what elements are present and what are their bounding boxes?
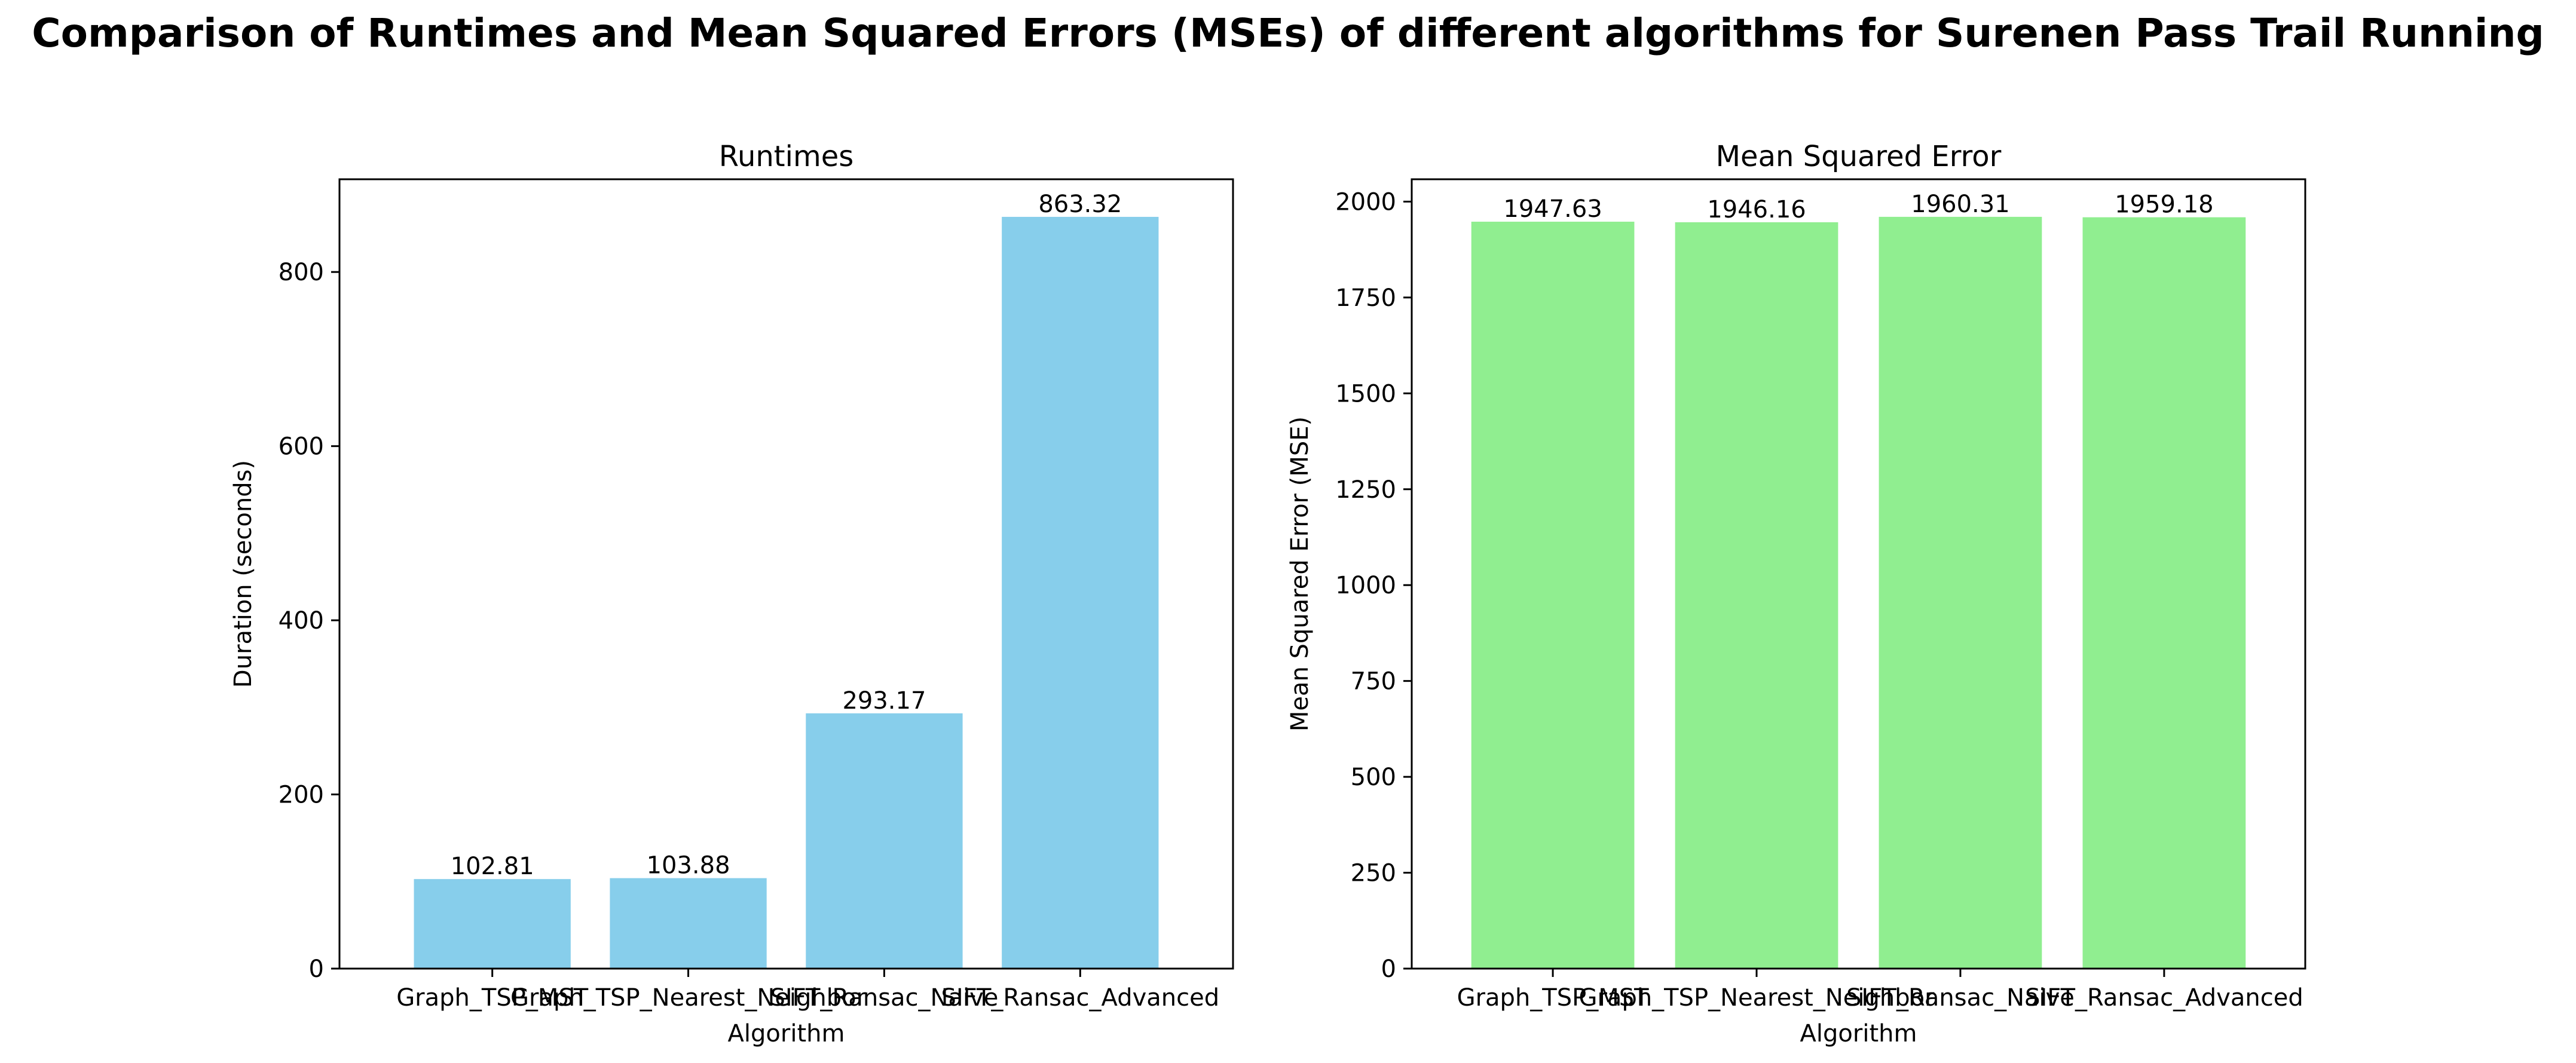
y-tick-label: 500: [1351, 764, 1396, 791]
axes-frame: [1411, 178, 2306, 970]
bar-graph-tsp-mst: [414, 879, 571, 969]
x-axis-label: Algorithm: [1800, 1020, 1917, 1047]
mse-chart: 1947.63 1946.16 1960.31 1959.18 0 250 500 750 10…: [1286, 140, 2306, 1047]
y-tick-label: 250: [1351, 860, 1396, 887]
bar-sift-ransac-naive: [806, 713, 963, 969]
x-tick-label-graph-tsp-mst: Graph_TSP_MST: [1457, 984, 1650, 1012]
x-tick-label-graph-tsp-nearest-neighbor: Graph_TSP_Nearest_Neighbor: [510, 984, 867, 1012]
y-axis-label: Mean Squared Error (MSE): [1286, 416, 1314, 731]
x-tick-label-sift-ransac-advanced: SIFT_Ransac_Advanced: [941, 984, 1220, 1012]
y-tick-label: 2000: [1335, 188, 1396, 216]
y-tick-label: 600: [279, 433, 324, 461]
y-tick-label: 1250: [1335, 476, 1396, 504]
runtimes-chart: 102.81 103.88 293.17 863.32 0 200 400 600 800 Gra…: [230, 140, 1234, 1047]
y-tick-label: 800: [279, 259, 324, 286]
axes-title: Runtimes: [719, 140, 854, 173]
figure-suptitle: Comparison of Runtimes and Mean Squared …: [32, 10, 2544, 56]
x-tick-label-sift-ransac-naive: SIFT_Ransac_Naive: [770, 984, 999, 1012]
bar-value-label-graph-tsp-mst: 102.81: [451, 853, 534, 880]
y-tick-label: 400: [279, 607, 324, 635]
bar-graph-tsp-nearest-neighbor: [610, 878, 767, 969]
y-tick-label: 0: [309, 955, 324, 983]
bar-value-label-graph-tsp-mst: 1947.63: [1503, 195, 1602, 223]
axes-frame: [338, 178, 1234, 970]
y-tick-label: 200: [279, 782, 324, 809]
y-tick-label: 1500: [1335, 380, 1396, 408]
bar-sift-ransac-advanced: [1002, 216, 1159, 969]
x-tick-label-sift-ransac-advanced: SIFT_Ransac_Advanced: [2025, 984, 2303, 1012]
bar-graph-tsp-nearest-neighbor: [1675, 222, 1838, 969]
axes-title: Mean Squared Error: [1716, 140, 2002, 173]
bar-value-label-graph-tsp-nearest-neighbor: 103.88: [647, 852, 730, 880]
bar-value-label-sift-ransac-advanced: 863.32: [1038, 191, 1122, 218]
bar-sift-ransac-advanced: [2082, 217, 2246, 969]
x-tick-label-graph-tsp-mst: Graph_TSP_MST: [396, 984, 589, 1012]
bar-value-label-sift-ransac-advanced: 1959.18: [2115, 191, 2213, 219]
y-tick-label: 0: [1381, 955, 1396, 983]
y-tick-label: 1000: [1335, 572, 1396, 599]
bar-sift-ransac-naive: [1879, 216, 2042, 969]
x-tick-label-graph-tsp-nearest-neighbor: Graph_TSP_Nearest_Neighbor: [1578, 984, 1935, 1012]
y-tick-label: 750: [1351, 668, 1396, 696]
bar-value-label-sift-ransac-naive: 1960.31: [1911, 191, 2009, 218]
bar-value-label-graph-tsp-nearest-neighbor: 1946.16: [1707, 196, 1806, 223]
bar-value-label-sift-ransac-naive: 293.17: [842, 687, 926, 715]
x-axis-label: Algorithm: [728, 1020, 845, 1047]
x-tick-label-sift-ransac-naive: SIFT_Ransac_Naive: [1846, 984, 2075, 1012]
bar-graph-tsp-mst: [1471, 222, 1635, 969]
y-tick-label: 1750: [1335, 284, 1396, 312]
y-axis-label: Duration (seconds): [230, 460, 257, 688]
